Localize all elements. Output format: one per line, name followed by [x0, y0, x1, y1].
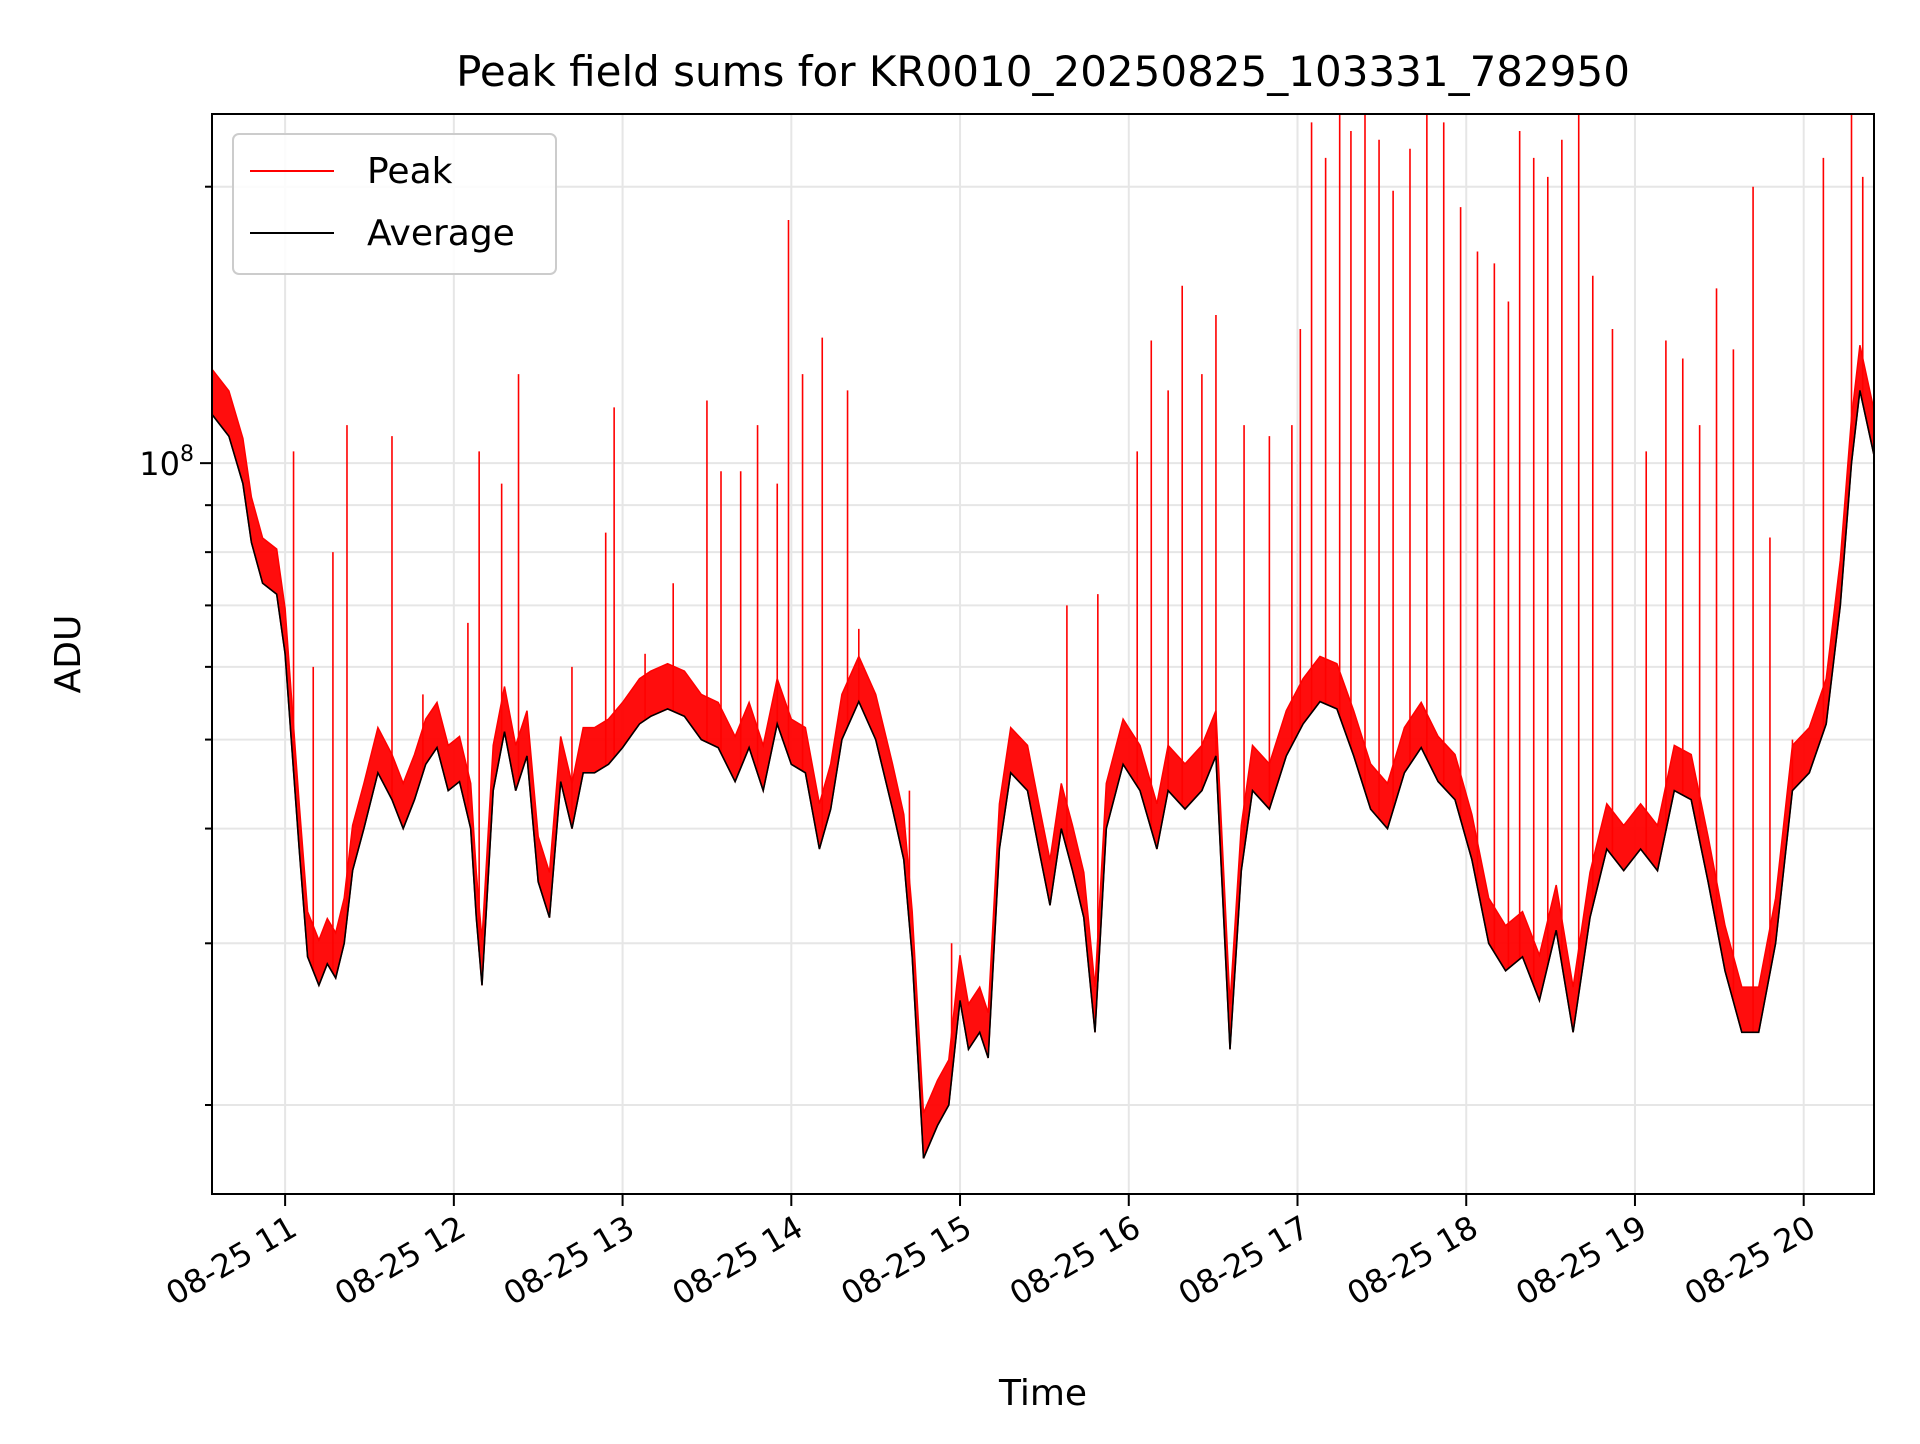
y-axis-label: ADU [48, 615, 89, 694]
y-tick-label: 108 [139, 442, 194, 483]
legend-peak-label: Peak [367, 151, 453, 192]
series-layer [212, 114, 1874, 1159]
legend: Peak Average [232, 133, 557, 275]
plot-frame [211, 113, 1875, 1195]
legend-box [232, 133, 557, 275]
average-series-line [212, 390, 1874, 1159]
chart-title: Peak field sums for KR0010_20250825_1033… [456, 47, 1630, 96]
grid-layer [212, 114, 1874, 1194]
x-axis-label: Time [998, 1373, 1087, 1414]
legend-average-label: Average [367, 213, 515, 254]
